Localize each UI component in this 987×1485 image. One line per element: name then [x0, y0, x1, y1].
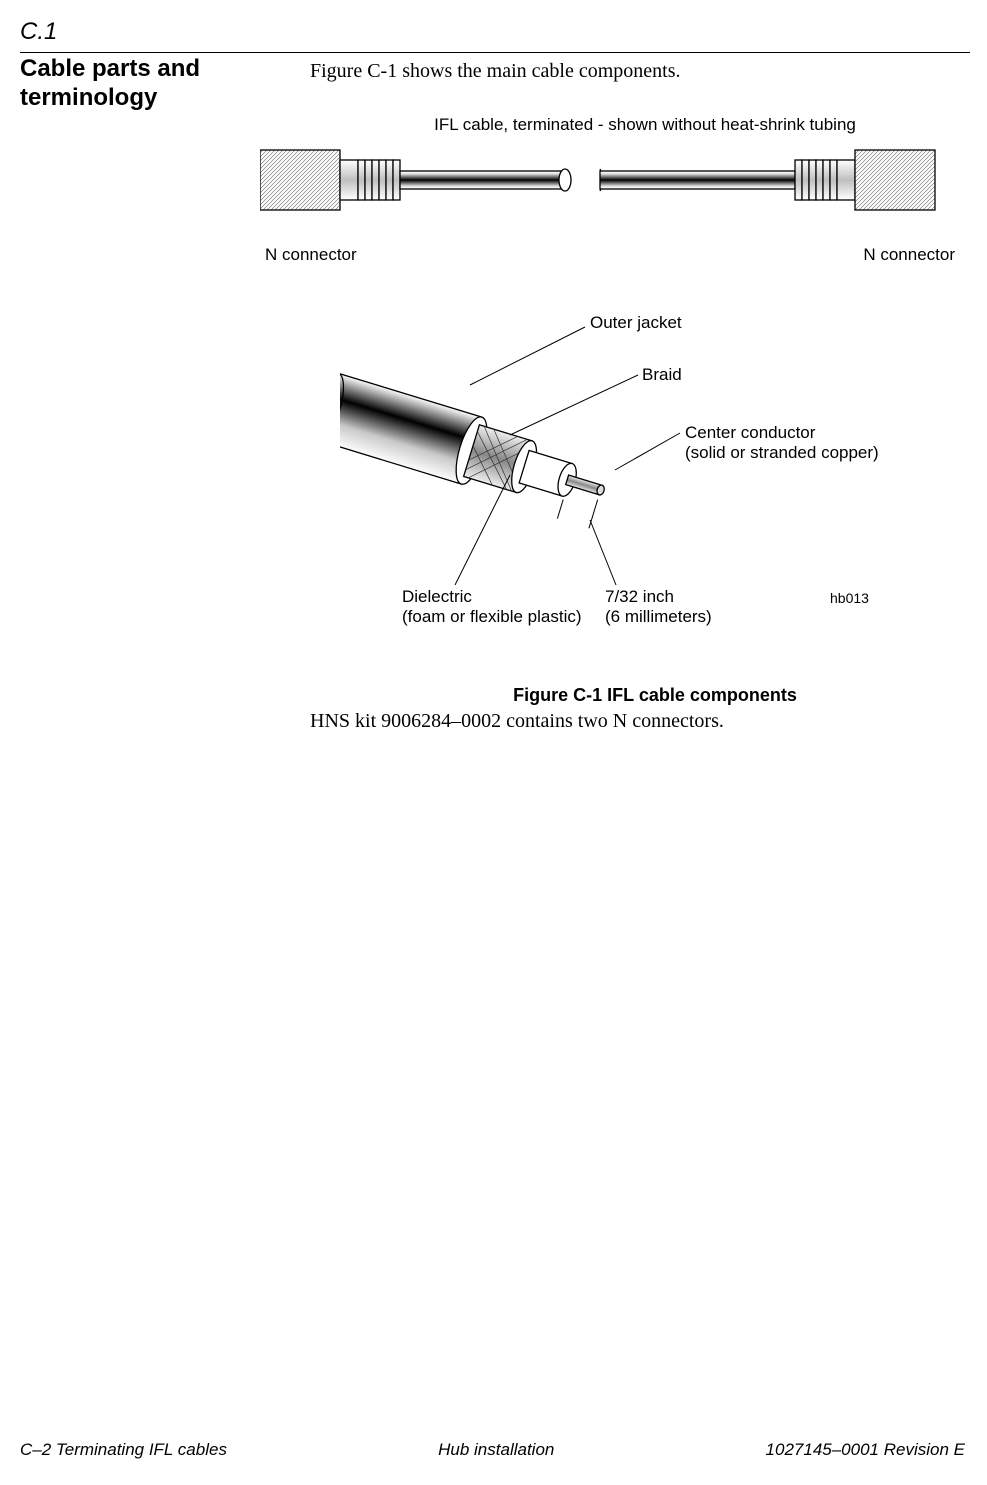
- body-paragraph: HNS kit 9006284–0002 contains two N conn…: [310, 710, 724, 733]
- hb-reference: hb013: [830, 590, 869, 606]
- page-footer: C–2 Terminating IFL cables Hub installat…: [20, 1440, 965, 1460]
- label-outer-jacket: Outer jacket: [590, 313, 682, 333]
- top-rule: [20, 52, 970, 53]
- right-connector-label: N connector: [863, 245, 955, 265]
- label-dielectric: Dielectric (foam or flexible plastic): [402, 587, 582, 628]
- section-number: C.1: [20, 18, 57, 46]
- left-connector-label: N connector: [265, 245, 357, 265]
- intro-paragraph: Figure C-1 shows the main cable componen…: [310, 60, 681, 83]
- terminated-cable-drawing: [260, 145, 960, 230]
- figure-caption: Figure C-1 IFL cable components: [350, 685, 960, 706]
- cable-title: IFL cable, terminated - shown without he…: [330, 115, 960, 135]
- cable-cross-section: Outer jacket Braid Center conductor (sol…: [340, 305, 900, 675]
- label-braid: Braid: [642, 365, 682, 385]
- figure-c1: IFL cable, terminated - shown without he…: [260, 115, 960, 706]
- footer-right: 1027145–0001 Revision E: [766, 1440, 965, 1460]
- label-dimension: 7/32 inch (6 millimeters): [605, 587, 712, 628]
- connector-labels-row: N connector N connector: [260, 245, 960, 265]
- label-center-conductor: Center conductor (solid or stranded copp…: [685, 423, 879, 464]
- footer-center: Hub installation: [438, 1440, 554, 1460]
- side-heading: Cable parts and terminology: [20, 55, 270, 113]
- footer-left: C–2 Terminating IFL cables: [20, 1440, 227, 1460]
